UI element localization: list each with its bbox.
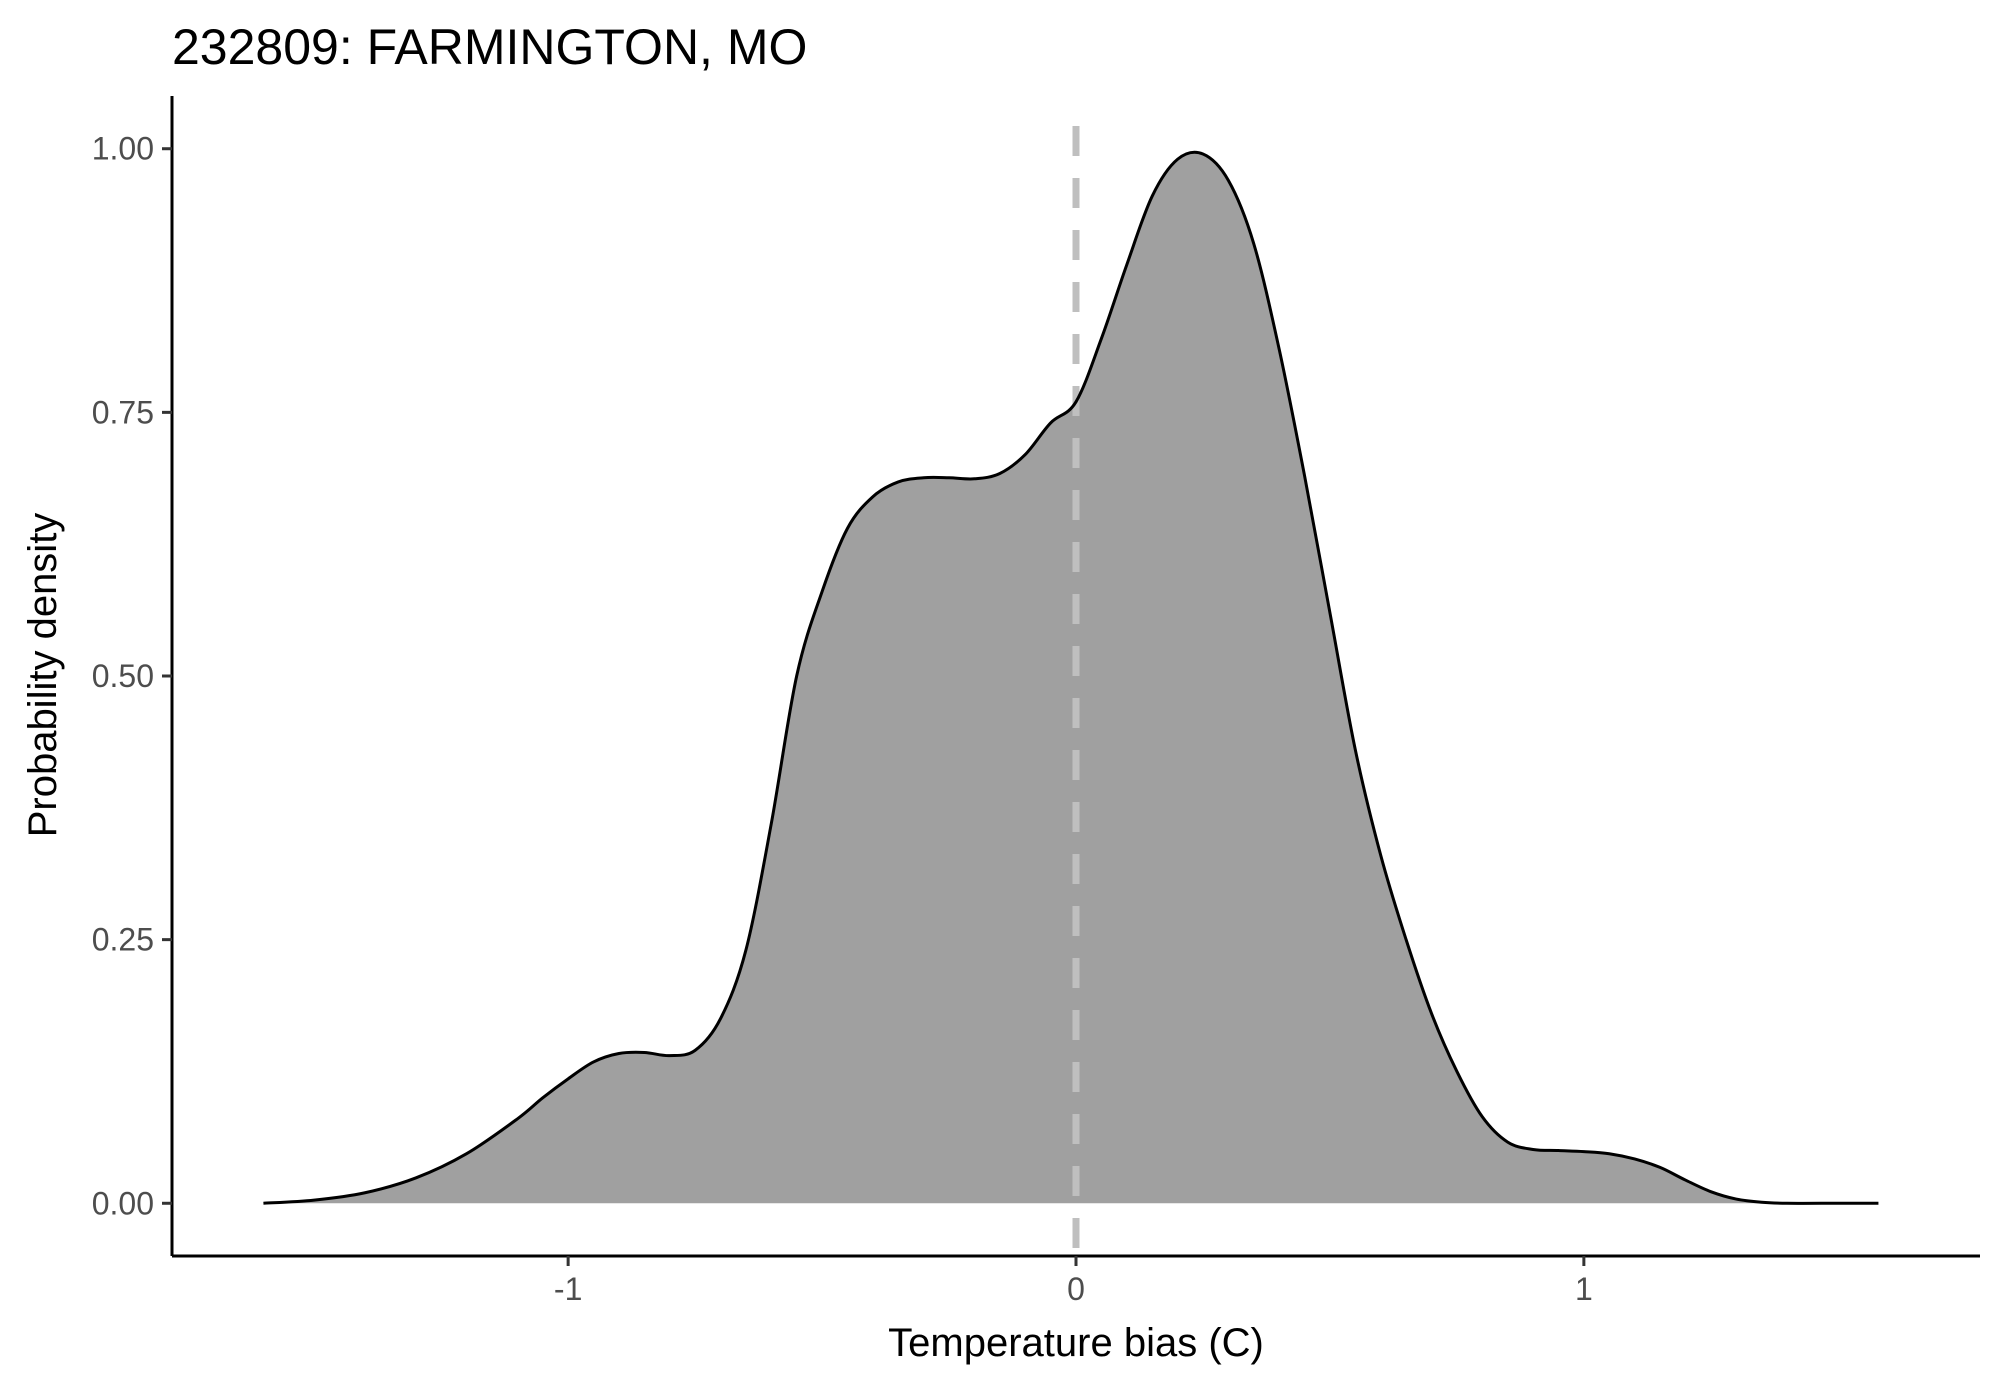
density-area xyxy=(263,152,1879,1204)
y-tick-label: 0.25 xyxy=(92,922,154,958)
y-tick-label: 0.75 xyxy=(92,394,154,430)
x-axis-ticks: -1 0 1 xyxy=(554,1256,1593,1307)
y-axis-ticks: 0.00 0.25 0.50 0.75 1.00 xyxy=(92,131,172,1221)
y-tick-label: 0.50 xyxy=(92,658,154,694)
density-curve xyxy=(263,150,1879,1205)
chart-title: 232809: FARMINGTON, MO xyxy=(172,19,807,75)
y-tick-label: 0.00 xyxy=(92,1185,154,1221)
y-axis-title: Probability density xyxy=(21,513,65,838)
y-tick-label: 1.00 xyxy=(92,131,154,167)
x-tick-label: 0 xyxy=(1067,1271,1085,1307)
x-tick-label: -1 xyxy=(554,1271,582,1307)
plot-area xyxy=(263,126,1879,1256)
x-tick-label: 1 xyxy=(1575,1271,1593,1307)
x-axis-title: Temperature bias (C) xyxy=(888,1321,1264,1365)
